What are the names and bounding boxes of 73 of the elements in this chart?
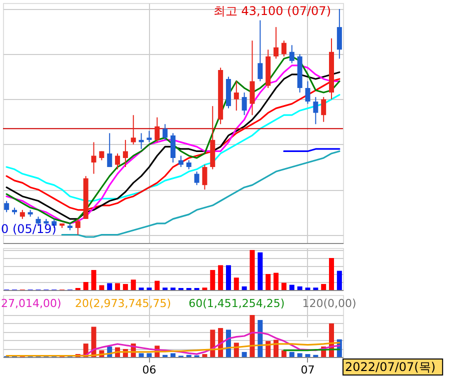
candlestick bbox=[305, 80, 310, 104]
bar bbox=[202, 354, 208, 357]
bar bbox=[250, 315, 255, 357]
bar bbox=[122, 284, 128, 290]
text: 60(1,451,254,25) bbox=[188, 297, 285, 310]
bar bbox=[321, 284, 326, 290]
bar bbox=[329, 258, 334, 290]
candlestick bbox=[115, 152, 120, 170]
bar bbox=[297, 353, 302, 357]
bar bbox=[305, 354, 310, 357]
bar bbox=[266, 341, 271, 357]
candlestick bbox=[4, 200, 10, 213]
bar bbox=[289, 352, 294, 357]
candlestick bbox=[289, 44, 294, 64]
candlestick bbox=[274, 26, 279, 60]
bar bbox=[234, 278, 239, 290]
legend-label: 120(0,00) bbox=[302, 297, 356, 310]
candlestick bbox=[75, 218, 80, 236]
candlestick bbox=[107, 132, 112, 168]
candlestick bbox=[186, 160, 192, 170]
bar bbox=[242, 352, 247, 357]
candlestick bbox=[170, 132, 176, 164]
bar bbox=[138, 353, 144, 357]
bar bbox=[170, 353, 176, 357]
bar bbox=[226, 265, 231, 290]
candlestick bbox=[91, 142, 96, 174]
bar bbox=[266, 274, 271, 290]
candlestick bbox=[234, 80, 239, 112]
bar bbox=[289, 284, 294, 290]
bar bbox=[281, 282, 286, 290]
bar bbox=[258, 320, 263, 357]
bar bbox=[336, 270, 342, 290]
bar bbox=[297, 286, 302, 290]
bar bbox=[281, 350, 286, 357]
bar bbox=[210, 330, 216, 357]
candlestick bbox=[146, 130, 152, 143]
candlestick bbox=[258, 20, 263, 82]
candlestick bbox=[122, 139, 128, 168]
candlestick bbox=[130, 114, 136, 145]
candlestick bbox=[202, 164, 208, 190]
bar bbox=[258, 252, 263, 290]
text: 20(2,973,745,75) bbox=[75, 297, 172, 310]
bar bbox=[218, 265, 224, 290]
annotation: 0 (05/19) bbox=[1, 222, 56, 236]
bar bbox=[154, 280, 160, 290]
candlestick bbox=[336, 8, 342, 60]
text: 2022/07/07(목) bbox=[345, 360, 436, 374]
candlestick bbox=[154, 116, 160, 143]
candlestick bbox=[313, 96, 318, 125]
annotation: 최고 43,100 (07/07) bbox=[213, 4, 331, 18]
bar bbox=[91, 270, 96, 290]
candlestick bbox=[321, 96, 326, 122]
bar bbox=[274, 272, 279, 290]
bar bbox=[130, 280, 136, 290]
candlestick bbox=[162, 124, 168, 140]
text: 27,014,00) bbox=[1, 297, 62, 310]
bar bbox=[83, 282, 88, 290]
bar bbox=[250, 250, 255, 290]
candlestick bbox=[20, 209, 25, 220]
bar bbox=[242, 286, 247, 290]
bar bbox=[107, 283, 112, 290]
candlestick bbox=[194, 171, 200, 186]
candlestick bbox=[178, 155, 184, 168]
x-tick-label: 07 bbox=[300, 364, 315, 376]
bar bbox=[99, 285, 104, 290]
bar bbox=[210, 270, 216, 290]
bar bbox=[115, 283, 120, 290]
bar bbox=[146, 353, 152, 357]
candlestick bbox=[242, 92, 247, 116]
candlestick bbox=[250, 40, 255, 116]
candlestick bbox=[99, 150, 104, 161]
x-tick-label: 06 bbox=[142, 364, 156, 376]
candlestick bbox=[281, 40, 286, 57]
